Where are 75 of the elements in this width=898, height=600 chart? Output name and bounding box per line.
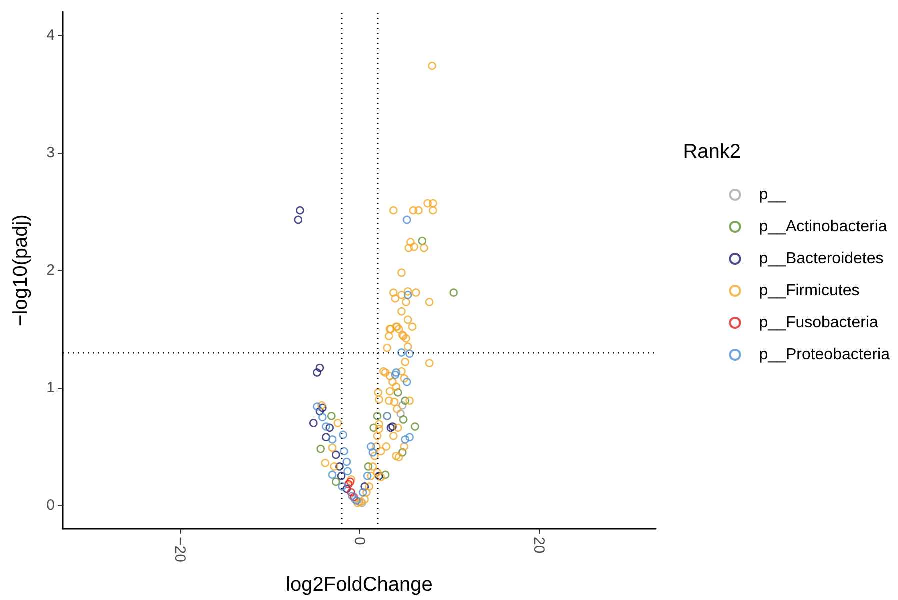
point <box>336 462 344 471</box>
point <box>344 480 353 488</box>
point <box>386 424 396 432</box>
y-tick-label: 2 <box>46 262 55 279</box>
point <box>322 422 330 431</box>
point <box>313 402 322 411</box>
point <box>450 288 458 297</box>
point <box>388 422 397 431</box>
point <box>332 450 340 460</box>
point <box>360 482 370 491</box>
point <box>316 364 324 372</box>
point <box>398 401 407 410</box>
point <box>342 484 352 494</box>
point <box>406 433 414 442</box>
point <box>368 448 378 457</box>
point <box>328 470 337 480</box>
point <box>340 447 348 456</box>
point <box>318 404 327 412</box>
x-axis-title: log2FoldChange <box>286 574 433 596</box>
point <box>342 458 352 466</box>
point <box>322 433 330 442</box>
point <box>367 442 376 451</box>
x-tick-label: 0 <box>351 537 368 546</box>
point <box>401 436 410 444</box>
point <box>391 370 400 380</box>
y-tick-label: 1 <box>46 380 55 396</box>
point <box>358 488 368 497</box>
point <box>328 436 337 444</box>
point <box>411 422 420 431</box>
point <box>398 448 407 457</box>
point <box>401 396 410 406</box>
legend-title: Rank2 <box>683 141 741 163</box>
legend-label: p__Proteobacteria <box>759 346 890 364</box>
point <box>344 467 352 476</box>
point <box>337 472 346 480</box>
point <box>402 378 412 386</box>
point <box>418 236 427 246</box>
point <box>313 368 322 377</box>
point <box>394 388 402 397</box>
point <box>338 482 347 491</box>
point <box>370 424 378 432</box>
x-tick-label: −20 <box>171 537 188 562</box>
legend-label: p__Bacteroidetes <box>759 250 884 268</box>
point <box>364 462 373 471</box>
point <box>381 470 390 480</box>
point <box>363 472 372 480</box>
legend-label: p__ <box>759 186 788 204</box>
point <box>332 478 340 486</box>
point <box>406 350 414 358</box>
point <box>396 410 405 418</box>
point <box>316 407 324 416</box>
y-axis-title: −log10(padj) <box>10 214 32 326</box>
point <box>402 216 412 224</box>
y-tick-label: 4 <box>46 27 55 44</box>
point <box>399 416 408 424</box>
point <box>318 413 327 422</box>
point <box>373 412 382 420</box>
legend-label: p__Fusobacteria <box>759 314 879 332</box>
point <box>339 430 348 440</box>
point <box>398 348 406 357</box>
x-tick-label: 20 <box>530 537 548 554</box>
y-tick-label: 3 <box>46 144 55 162</box>
point <box>347 488 356 497</box>
legend-label: p__Firmicutes <box>759 282 860 300</box>
point <box>296 206 304 215</box>
point <box>392 368 400 377</box>
point <box>310 419 318 428</box>
point <box>326 424 334 432</box>
point <box>294 216 303 224</box>
point <box>404 291 412 300</box>
point <box>346 478 355 486</box>
legend-label: p__Actinobacteria <box>759 218 888 236</box>
point <box>316 444 326 454</box>
y-tick-label: 0 <box>46 497 55 514</box>
point <box>328 412 336 420</box>
